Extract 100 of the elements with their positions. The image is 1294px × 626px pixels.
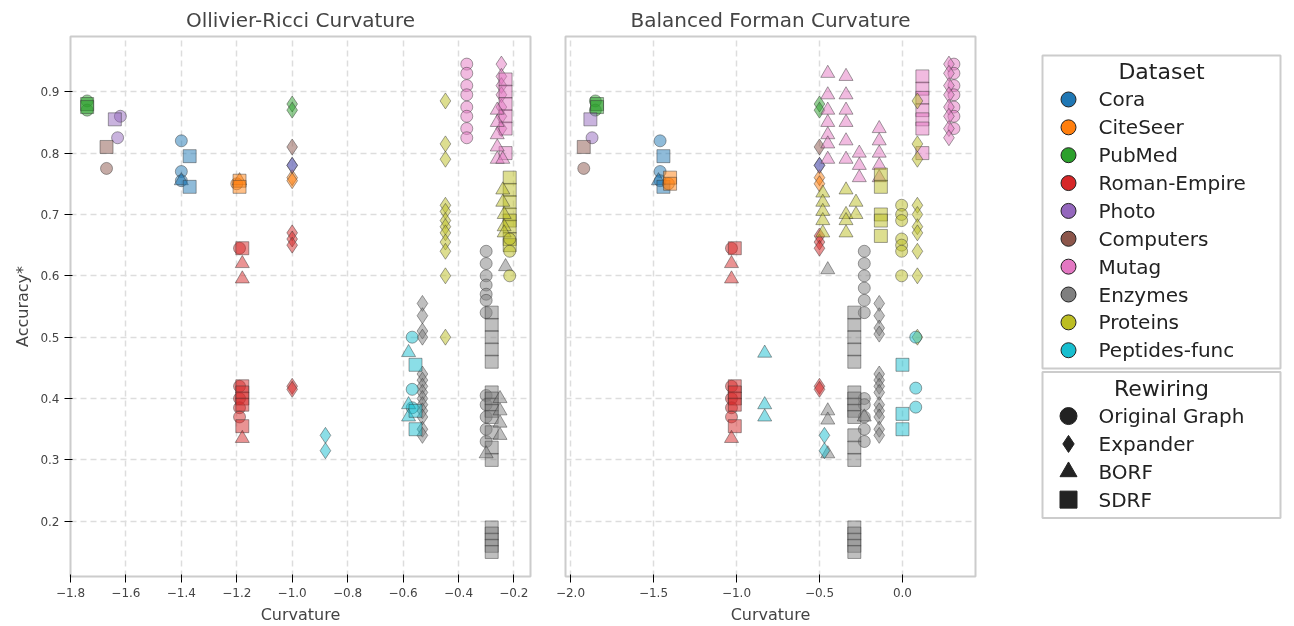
point (757, 396, 773, 410)
point (727, 241, 742, 256)
point (895, 214, 909, 228)
point (838, 150, 854, 164)
point (847, 544, 862, 559)
point (653, 134, 667, 148)
point (405, 330, 419, 344)
point (820, 411, 836, 425)
point (489, 126, 505, 140)
point (911, 135, 924, 153)
point (460, 131, 474, 145)
point (727, 419, 742, 434)
point (484, 342, 499, 357)
point (495, 193, 511, 207)
x-tick-label: −1.4 (166, 585, 196, 600)
point (757, 408, 773, 422)
legend-label: Expander (1098, 431, 1195, 456)
point (895, 244, 909, 258)
point (838, 67, 854, 81)
point (871, 119, 887, 134)
point (909, 381, 923, 395)
point (439, 135, 452, 153)
y-tick-label: 0.4 (40, 392, 60, 407)
point (815, 202, 831, 216)
point (851, 144, 867, 158)
point (498, 258, 514, 272)
legend-label: Mutag (1098, 254, 1162, 279)
x-tick-label: −1.0 (277, 585, 307, 600)
legend-label: Peptides-func (1098, 338, 1235, 363)
point (460, 88, 474, 102)
point (895, 269, 909, 283)
x-tick-label: 0.0 (892, 585, 913, 600)
point (871, 144, 887, 158)
x-axis-title: Curvature (260, 604, 341, 624)
point (405, 382, 419, 396)
point (873, 325, 886, 343)
point (838, 101, 854, 115)
chart-title: Balanced Forman Curvature (630, 7, 911, 32)
point (439, 150, 452, 168)
point (576, 139, 591, 154)
point (478, 445, 494, 459)
point (408, 422, 423, 437)
point (848, 193, 864, 207)
point (479, 257, 493, 271)
legend-label: Roman-Empire (1098, 171, 1246, 196)
point (439, 267, 452, 285)
point (873, 179, 888, 194)
point (460, 66, 474, 80)
point (408, 357, 423, 372)
point (492, 414, 508, 428)
point (182, 179, 197, 194)
point (838, 132, 854, 146)
point (847, 440, 862, 455)
point (100, 161, 114, 175)
point (873, 426, 886, 444)
x-tick-label: −1.2 (222, 585, 252, 600)
point (107, 112, 122, 127)
point (815, 224, 831, 238)
x-tick-label: −0.2 (499, 585, 529, 600)
point (479, 293, 493, 307)
point (873, 228, 888, 243)
point (873, 213, 888, 228)
point (498, 72, 513, 87)
point (484, 544, 499, 559)
x-tick-label: −1.8 (55, 585, 86, 600)
point (815, 212, 831, 226)
point (577, 161, 591, 175)
point (909, 400, 923, 414)
point (820, 150, 836, 164)
legend-label: Original Graph (1098, 404, 1245, 429)
point (838, 181, 854, 195)
legend-label: CiteSeer (1098, 115, 1185, 140)
point (820, 113, 836, 127)
point (235, 397, 250, 412)
x-tick-label: −1.6 (111, 585, 141, 600)
x-tick-label: −0.5 (804, 585, 835, 600)
legend-label: Proteins (1098, 310, 1180, 335)
point (911, 205, 924, 223)
text: Rewiring (1114, 375, 1210, 401)
x-axis-title: Curvature (730, 604, 811, 624)
legend-label: SDRF (1098, 487, 1152, 512)
legend-label: Photo (1098, 198, 1156, 223)
point (911, 242, 924, 260)
legend-label: Enzymes (1098, 282, 1189, 307)
point (838, 113, 854, 127)
point (820, 135, 836, 149)
point (174, 134, 188, 148)
point (847, 305, 862, 320)
point (416, 307, 429, 325)
point (234, 254, 250, 269)
point (489, 101, 505, 115)
point (723, 270, 739, 284)
point (401, 343, 417, 358)
point (319, 442, 332, 460)
point (911, 92, 924, 110)
point (851, 156, 867, 170)
point (503, 269, 517, 283)
y-axis-title: Accuracy* (13, 265, 33, 348)
point (848, 205, 864, 219)
point (820, 86, 836, 100)
